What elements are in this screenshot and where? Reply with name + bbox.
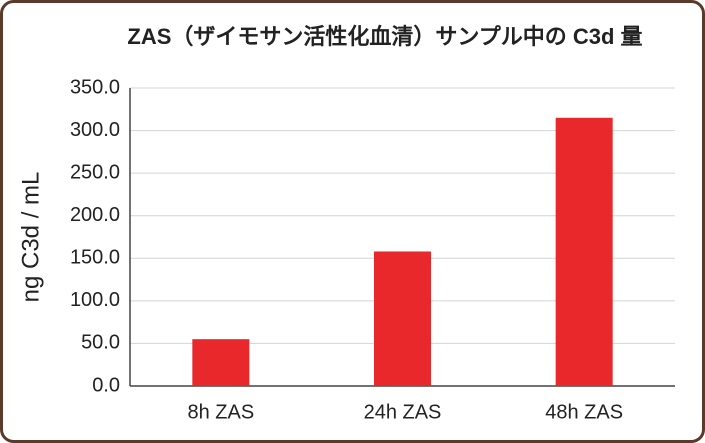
chart-title: ZAS（ザイモサン活性化血清）サンプル中の C3d 量 (127, 24, 642, 49)
y-tick-label: 150.0 (70, 247, 120, 269)
y-axis-label: ng C3d / mL (17, 172, 44, 303)
x-tick-label: 48h ZAS (545, 401, 623, 423)
bar (374, 251, 431, 386)
y-tick-label: 100.0 (70, 289, 120, 311)
bar (192, 339, 250, 386)
bar (555, 117, 613, 387)
y-tick-label: 300.0 (70, 119, 120, 141)
x-tick-label: 8h ZAS (187, 401, 254, 423)
y-tick-label: 0.0 (92, 374, 120, 396)
y-tick-label: 250.0 (70, 161, 120, 183)
y-tick-label: 200.0 (70, 204, 120, 226)
y-tick-label: 50.0 (81, 332, 120, 354)
y-tick-label: 350.0 (70, 76, 120, 98)
x-tick-label: 24h ZAS (364, 401, 442, 423)
